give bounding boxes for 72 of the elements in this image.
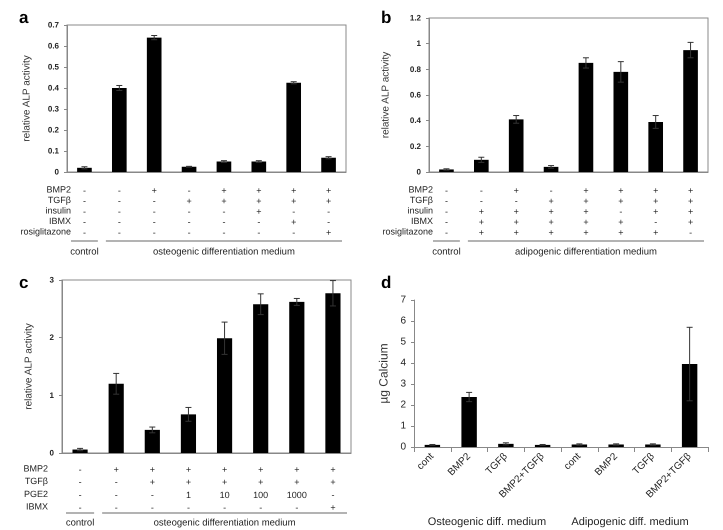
text: BMP2 TGFβ insulin IBMX rosiglitazone <box>20 184 71 236</box>
y-tick-label: 1 <box>50 390 55 400</box>
y-tick-label: 0.2 <box>410 142 422 151</box>
y-tick-label: 0.7 <box>48 20 60 30</box>
x-tick-label: + + - - + <box>326 185 332 238</box>
x-tick-label: + + - + <box>330 464 336 512</box>
x-tick-label: + + - + - <box>291 185 296 238</box>
y-tick-label: 0.6 <box>48 42 60 50</box>
x-tick-label: + - + + + <box>514 185 519 238</box>
y-tick-label: 0.5 <box>48 62 60 72</box>
y-tick-label: 3 <box>400 378 406 390</box>
y-tick-label: 3 <box>50 276 55 284</box>
x-tick-label: + + + + + <box>583 185 589 238</box>
x-tick-label: + + - - <box>150 464 155 512</box>
y-tick-label: 0.8 <box>410 64 422 74</box>
text: control <box>432 246 461 258</box>
y-axis-title: relative ALP activity <box>24 323 34 410</box>
text: BMP2 TGFβ insulin IBMX rosiglitazone <box>382 184 433 236</box>
x-tick-label: - + + + + <box>548 185 554 238</box>
y-tick-label: 0 <box>400 442 406 452</box>
x-tick-label: + + 10 - <box>220 464 230 512</box>
text: Osteogenic diff. medium <box>428 516 546 528</box>
y-axis-title: relative ALP activity <box>22 55 32 142</box>
x-tick-label: - - - - - <box>444 185 448 238</box>
chart-title: c <box>19 273 28 292</box>
x-tick-label: + + 100 - <box>253 464 268 512</box>
x-tick-label: - - - - - <box>82 185 86 238</box>
chart-title: b <box>381 8 392 27</box>
x-tick-label: + + 1 - <box>186 464 192 512</box>
y-tick-label: 1 <box>416 39 422 48</box>
x-tick-label: + - - - - <box>152 185 157 238</box>
text: control <box>70 246 99 258</box>
y-tick-label: 7 <box>400 294 406 306</box>
x-tick-label: - - + + + <box>478 185 484 238</box>
x-tick-label: + + + + - <box>688 185 694 238</box>
y-axis-title: µg Calcium <box>376 343 391 404</box>
y-tick-label: 0 <box>416 168 422 176</box>
x-tick-label: - - - - <box>78 464 82 512</box>
y-tick-label: 1.2 <box>410 14 422 22</box>
text: adipogenic differentiation medium <box>514 246 657 258</box>
text: control <box>66 518 94 528</box>
x-tick-label: + + + - - <box>256 185 262 238</box>
y-tick-label: 2 <box>50 333 55 342</box>
x-tick-label: cont <box>562 450 584 472</box>
y-tick-label: 0.3 <box>48 104 60 114</box>
y-tick-label: 0 <box>50 448 55 458</box>
y-tick-label: 1 <box>400 420 406 432</box>
x-tick-label: + + - - - <box>221 185 227 238</box>
y-tick-label: 0.1 <box>48 146 60 156</box>
y-axis-title: relative ALP activity <box>380 52 392 138</box>
chart-title: d <box>381 273 392 292</box>
y-tick-label: 0.2 <box>48 126 60 134</box>
y-tick-label: 0.4 <box>410 116 422 126</box>
text: osteogenic differentiation medium <box>154 518 296 528</box>
x-tick-label: + + + - + <box>653 185 658 238</box>
x-tick-label: cont <box>415 450 436 472</box>
chart-title: a <box>19 8 29 27</box>
y-tick-label: 2 <box>400 400 406 410</box>
x-tick-label: - - - - - <box>118 185 121 238</box>
text: osteogenic differentiation medium <box>152 246 295 258</box>
y-tick-label: 0.4 <box>48 84 60 92</box>
y-tick-label: 5 <box>400 336 406 348</box>
x-tick-label: + - - - <box>114 464 119 512</box>
x-tick-label: + + 1000 - <box>286 464 307 512</box>
text: Adipogenic diff. medium <box>571 516 689 528</box>
y-tick-label: 6 <box>400 316 406 326</box>
y-tick-label: 0.6 <box>410 90 422 100</box>
y-tick-label: 0 <box>54 168 60 176</box>
x-tick-label: - + - - - <box>186 185 192 238</box>
x-tick-label: + + - + + <box>618 185 624 238</box>
y-tick-label: 4 <box>400 358 406 368</box>
text: BMP2 TGFβ PGE2 IBMX <box>23 463 48 512</box>
